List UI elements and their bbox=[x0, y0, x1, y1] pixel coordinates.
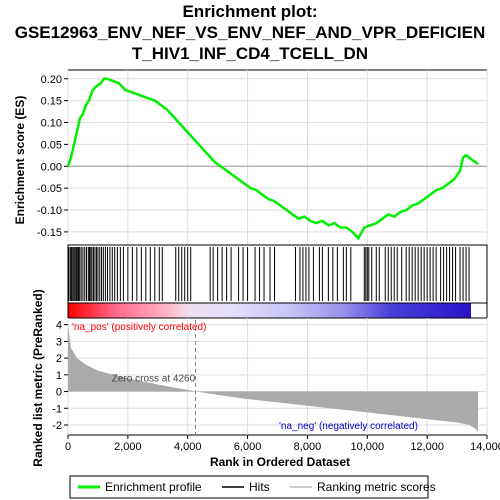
es-tick-label: 0.20 bbox=[41, 74, 62, 86]
metric-tick-label: -1 bbox=[52, 403, 62, 415]
x-tick-label: 4,000 bbox=[174, 441, 202, 453]
ranking-metric-area bbox=[68, 324, 478, 432]
es-tick-label: -0.10 bbox=[37, 205, 62, 217]
metric-y-axis-label: Ranked list metric (PreRanked) bbox=[31, 289, 45, 466]
metric-tick-label: 4 bbox=[56, 320, 62, 332]
metric-tick-label: 0 bbox=[56, 387, 62, 399]
x-tick-label: 12,000 bbox=[410, 441, 444, 453]
neg-correlated-label: 'na_neg' (negatively correlated) bbox=[279, 421, 418, 432]
legend-label: Enrichment profile bbox=[105, 480, 202, 494]
es-tick-label: 0.00 bbox=[41, 161, 62, 173]
metric-tick-label: 2 bbox=[56, 353, 62, 365]
x-tick-label: 10,000 bbox=[350, 441, 384, 453]
es-tick-label: 0.15 bbox=[41, 96, 62, 108]
legend-box bbox=[69, 475, 429, 499]
es-tick-label: 0.05 bbox=[41, 139, 62, 151]
x-axis-label: Rank in Ordered Dataset bbox=[210, 455, 350, 469]
metric-tick-label: 1 bbox=[56, 370, 62, 382]
legend: Enrichment profile Hits Ranking metric sco… bbox=[78, 480, 436, 494]
x-tick-label: 6,000 bbox=[234, 441, 262, 453]
metric-tick-label: -2 bbox=[52, 420, 62, 432]
x-tick-label: 8,000 bbox=[294, 441, 322, 453]
chart-title-line1: Enrichment plot: bbox=[182, 2, 317, 21]
x-tick-label: 0 bbox=[65, 441, 71, 453]
es-tick-label: -0.15 bbox=[37, 227, 62, 239]
enrichment-profile-line bbox=[66, 77, 479, 241]
metric-grid bbox=[67, 318, 488, 435]
chart-title-line3: T_HIV1_INF_CD4_TCELL_DN bbox=[132, 44, 368, 63]
legend-label: Ranking metric scores bbox=[317, 480, 436, 494]
ranked-gradient-bar bbox=[68, 303, 471, 318]
zero-cross-label: Zero cross at 4260 bbox=[112, 374, 196, 385]
hits-marks bbox=[68, 247, 470, 301]
x-tick-label: 2,000 bbox=[114, 441, 142, 453]
es-tick-label: -0.05 bbox=[37, 183, 62, 195]
legend-label: Hits bbox=[249, 480, 270, 494]
chart-title-line2: GSE12963_ENV_NEF_VS_ENV_NEF_AND_VPR_DEFI… bbox=[15, 23, 486, 42]
es-tick-label: 0.10 bbox=[41, 118, 62, 130]
metric-tick-label: 3 bbox=[56, 336, 62, 348]
metric-y-ticks: 4 3 2 1 0 -1 -2 bbox=[52, 320, 68, 432]
es-panel bbox=[67, 69, 488, 246]
pos-correlated-label: 'na_pos' (positively correlated) bbox=[72, 322, 206, 333]
x-tick-label: 14,000 bbox=[470, 441, 500, 453]
es-y-axis-label: Enrichment score (ES) bbox=[13, 96, 27, 225]
es-y-ticks: 0.20 0.15 0.10 0.05 0.00 -0.05 -0.10 -0.15 bbox=[37, 74, 68, 239]
x-ticks: 0 2,000 4,000 6,000 8,000 10,000 12,000 14,000 bbox=[65, 435, 500, 453]
